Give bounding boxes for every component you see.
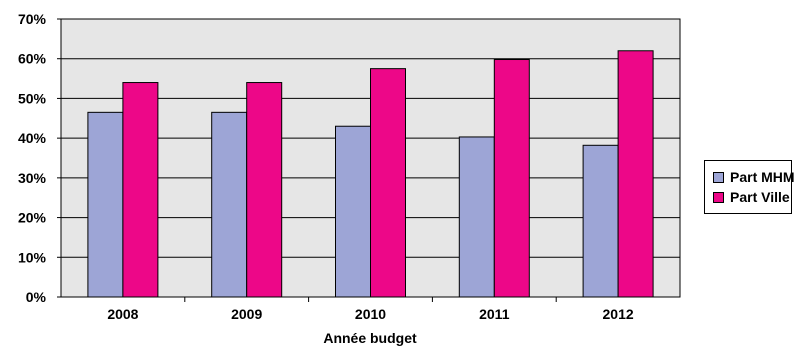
bar-part-ville-2011 (493, 59, 530, 298)
bar-part-mhm-2012 (582, 144, 619, 298)
legend-item-part-ville: Part Ville (713, 189, 790, 205)
x-axis-tick-label: 2008 (107, 306, 138, 322)
bar-part-ville-2012 (617, 50, 654, 298)
y-axis-tick-label: 60% (18, 51, 47, 67)
x-axis-tick-label: 2010 (355, 306, 386, 322)
legend-item-part-mhm: Part MHM (713, 169, 795, 185)
bar-part-mhm-2011 (458, 136, 495, 298)
x-axis-tick-label: 2011 (479, 306, 510, 322)
y-axis-tick-label: 20% (18, 210, 47, 226)
legend: Part MHM Part Ville (704, 160, 795, 214)
y-axis-tick-label: 40% (18, 130, 47, 146)
bars (87, 50, 654, 298)
bar-part-ville-2008 (122, 82, 159, 298)
legend-label-part-ville: Part Ville (730, 189, 790, 205)
legend-label-part-mhm: Part MHM (730, 169, 795, 185)
y-axis-tick-label: 70% (18, 11, 47, 27)
x-axis-tick-labels: 2008 2009 2010 2011 2012 (107, 297, 634, 322)
y-axis-tick-label: 50% (18, 90, 47, 106)
bar-part-mhm-2009 (211, 111, 248, 298)
x-axis-tick-label: 2009 (231, 306, 262, 322)
y-axis-tick-label: 0% (26, 289, 47, 305)
x-axis-title: Année budget (323, 330, 417, 346)
bar-part-ville-2009 (246, 82, 283, 298)
y-axis-tick-label: 30% (18, 170, 47, 186)
bar-part-mhm-2010 (335, 125, 371, 298)
bar-part-mhm-2008 (87, 111, 124, 298)
legend-swatch-part-mhm (713, 171, 724, 183)
legend-swatch-part-ville (713, 191, 724, 203)
bar-part-ville-2010 (370, 68, 406, 298)
y-axis-tick-labels: 0% 10% 20% 30% 40% 50% 60% 70% (18, 11, 61, 305)
x-axis-tick-label: 2012 (603, 306, 634, 322)
y-axis-tick-label: 10% (18, 249, 47, 265)
